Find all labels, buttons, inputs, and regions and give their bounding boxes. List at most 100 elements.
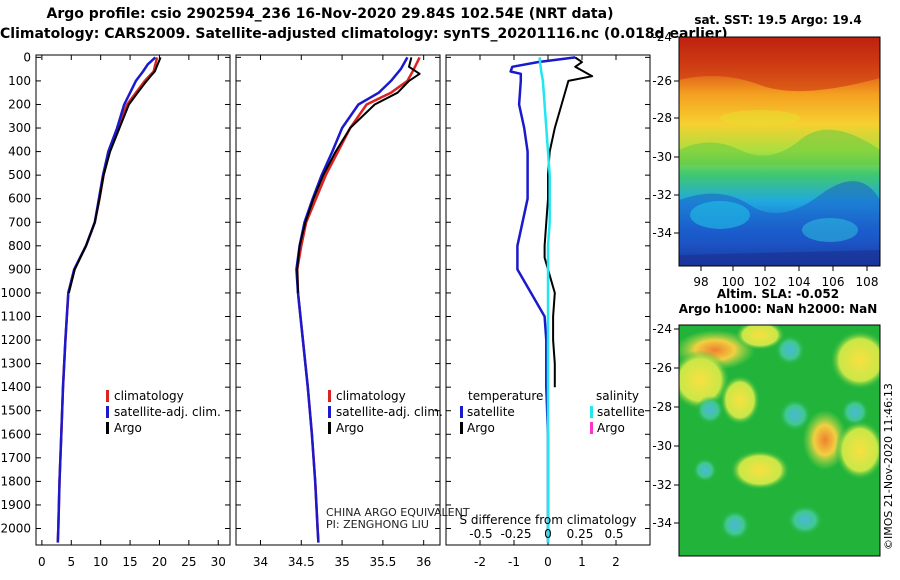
y-tick-label: 200 xyxy=(8,97,31,111)
sst-map-title: sat. SST: 19.5 Argo: 19.4 xyxy=(694,13,861,27)
y-tick-label: 700 xyxy=(8,215,31,229)
legend-label: satellite-adj. clim. xyxy=(114,405,221,419)
sla-y-tick-label: -24 xyxy=(652,322,672,336)
y-tick-label: 1300 xyxy=(0,357,31,371)
legend-label: satellite xyxy=(597,405,645,419)
legend-label: satellite xyxy=(467,405,515,419)
diff-axis-label: S difference from climatology xyxy=(460,513,637,527)
sst-y-tick-label: -24 xyxy=(652,30,672,44)
legend-label: satellite-adj. clim. xyxy=(336,405,443,419)
sla-y-tick-label: -34 xyxy=(652,516,672,530)
series-line-temperature-satellite xyxy=(509,56,576,543)
y-tick-label: 1700 xyxy=(0,451,31,465)
credit-text: ©IMOS 21-Nov-2020 11:46:13 xyxy=(882,383,895,550)
legend-label: Argo xyxy=(597,421,625,435)
sst-map-frame xyxy=(678,36,881,267)
y-tick-label: 1500 xyxy=(0,404,31,418)
sst-y-tick-label: -26 xyxy=(652,74,672,88)
x-tick-label: 25 xyxy=(181,555,196,569)
x-tick-label: 34.5 xyxy=(288,555,315,569)
series-line-temperature-argo xyxy=(543,56,594,388)
pi-note-line2: PI: ZENGHONG LIU xyxy=(326,518,429,531)
legend-swatch xyxy=(106,406,109,418)
salinity-diff-tick-label: 0 xyxy=(544,527,552,541)
sst-map-image xyxy=(679,37,880,266)
x-tick-label: 0 xyxy=(544,555,552,569)
legend-label: climatology xyxy=(114,389,184,403)
x-tick-label: -2 xyxy=(474,555,486,569)
legend-label: Argo xyxy=(114,421,142,435)
salinity-panel: 34 34.5 35 35.5 36 climatology satellite-adj. … xyxy=(235,54,470,569)
sst-x-tick-label: 106 xyxy=(822,275,845,289)
chart-title-line1: Argo profile: csio 2902594_236 16-Nov-20… xyxy=(46,6,614,22)
series-line-argo xyxy=(296,57,421,293)
y-tick-label: 800 xyxy=(8,239,31,253)
series-line-satellite-adj-clim- xyxy=(56,56,157,543)
sla-map-frame xyxy=(678,324,881,557)
y-tick-label: 1400 xyxy=(0,380,31,394)
plot-frame xyxy=(235,54,441,546)
y-tick-label: 1200 xyxy=(0,333,31,347)
y-tick-label: 1900 xyxy=(0,498,31,512)
y-tick-label: 0 xyxy=(23,50,31,64)
sst-x-tick-label: 98 xyxy=(693,275,708,289)
x-tick-label: -1 xyxy=(508,555,520,569)
x-tick-label: 35.5 xyxy=(370,555,397,569)
x-tick-label: 36 xyxy=(416,555,431,569)
chart-title-line2: Climatology: CARS2009. Satellite-adjuste… xyxy=(0,26,728,42)
legend-swatch xyxy=(460,422,463,434)
series-line-climatology xyxy=(56,57,159,543)
y-tick-label: 2000 xyxy=(0,522,31,536)
sla-map-title2: Argo h1000: NaN h2000: NaN xyxy=(679,302,878,316)
difference-panel: -2 -1 0 1 2 temperature salinity satellite Argo s… xyxy=(445,54,651,569)
y-tick-label: 300 xyxy=(8,121,31,135)
legend-swatch xyxy=(106,390,109,402)
sst-x-tick-label: 100 xyxy=(722,275,745,289)
y-tick-label: 1800 xyxy=(0,474,31,488)
x-tick-label: 35 xyxy=(334,555,349,569)
legend-label: Argo xyxy=(467,421,495,435)
salinity-diff-tick-label: -0.5 xyxy=(469,527,492,541)
sla-y-tick-label: -30 xyxy=(652,439,672,453)
pi-note-line1: CHINA ARGO EQUIVALENT xyxy=(326,506,470,519)
sla-y-tick-label: -32 xyxy=(652,478,672,492)
y-tick-label: 900 xyxy=(8,262,31,276)
legend-label: climatology xyxy=(336,389,406,403)
plot-frame xyxy=(35,54,231,546)
sla-map-image xyxy=(679,325,880,556)
sla-y-tick-label: -26 xyxy=(652,361,672,375)
sst-x-tick-label: 104 xyxy=(788,275,811,289)
x-tick-label: 1 xyxy=(578,555,586,569)
legend-label: Argo xyxy=(336,421,364,435)
sla-map-axes: -24 -26 -28 -30 -32 -34 xyxy=(652,322,679,530)
sla-map-title1: Altim. SLA: -0.052 xyxy=(717,287,839,301)
legend-swatch xyxy=(590,406,593,418)
salinity-diff-tick-label: 0.25 xyxy=(567,527,594,541)
sst-y-tick-label: -28 xyxy=(652,111,672,125)
y-tick-label: 100 xyxy=(8,74,31,88)
legend-swatch xyxy=(328,422,331,434)
x-tick-label: 5 xyxy=(67,555,75,569)
y-tick-label: 1100 xyxy=(0,309,31,323)
legend-swatch xyxy=(328,390,331,402)
legend-swatch xyxy=(328,406,331,418)
x-tick-label: 15 xyxy=(122,555,137,569)
x-tick-label: 2 xyxy=(612,555,620,569)
salinity-diff-tick-label: 0.5 xyxy=(604,527,623,541)
salinity-diff-tick-label: -0.25 xyxy=(500,527,531,541)
legend-swatch xyxy=(106,422,109,434)
sst-y-tick-label: -32 xyxy=(652,188,672,202)
y-tick-label: 600 xyxy=(8,192,31,206)
series-line-argo xyxy=(67,57,162,294)
sla-y-tick-label: -28 xyxy=(652,400,672,414)
sst-x-tick-label: 108 xyxy=(856,275,879,289)
legend-temperature-title: temperature xyxy=(468,389,543,403)
y-tick-label: 1000 xyxy=(0,286,31,300)
y-tick-label: 1600 xyxy=(0,427,31,441)
sst-y-tick-label: -34 xyxy=(652,226,672,240)
sst-map-axes: -24 -26 -28 -30 -32 -34 98 100 102 104 106 108 xyxy=(652,30,878,289)
legend-swatch xyxy=(460,406,463,418)
sst-y-tick-label: -30 xyxy=(652,150,672,164)
x-tick-label: 20 xyxy=(152,555,167,569)
